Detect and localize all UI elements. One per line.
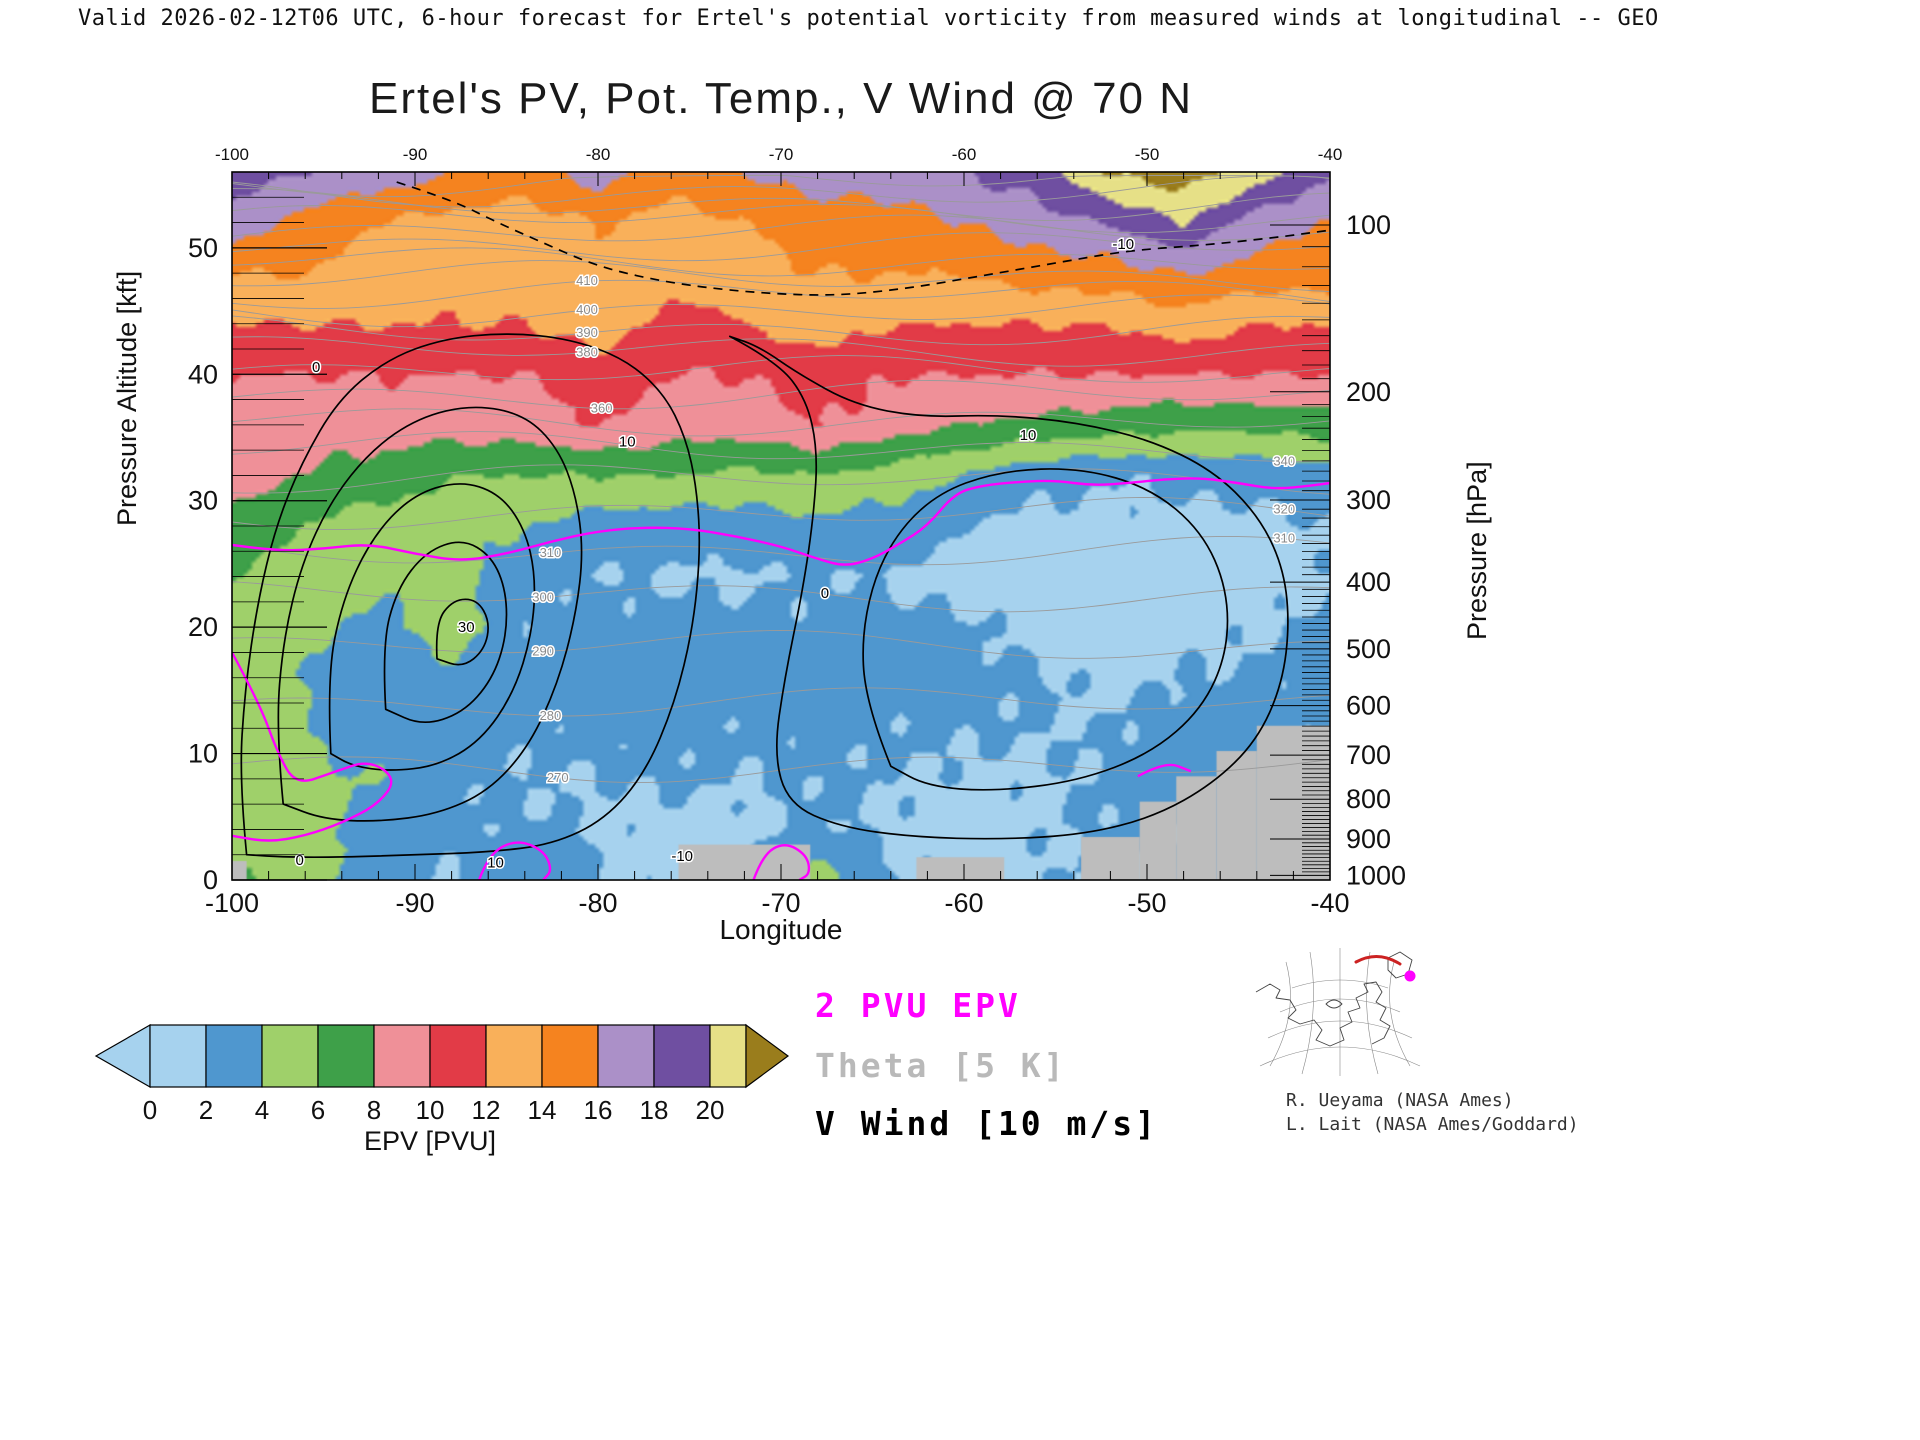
epv-colorbar	[94, 1023, 790, 1089]
legend-item-0: 2 PVU EPV	[815, 986, 1021, 1025]
y-axis-label-right: Pressure [hPa]	[1462, 461, 1492, 640]
svg-text:2: 2	[199, 1095, 213, 1125]
plot-frame	[231, 171, 1331, 881]
svg-text:700: 700	[1346, 740, 1391, 770]
svg-text:200: 200	[1346, 377, 1391, 407]
y-axis-label-left: Pressure Altitude [kft]	[112, 270, 142, 526]
legend-item-2: V Wind [10 m/s]	[815, 1104, 1159, 1143]
svg-text:10: 10	[188, 739, 218, 769]
svg-text:12: 12	[472, 1095, 501, 1125]
svg-text:0: 0	[312, 359, 320, 376]
epv-field-canvas	[232, 172, 1330, 880]
svg-text:390: 390	[576, 325, 598, 340]
svg-text:30: 30	[458, 619, 475, 636]
svg-text:0: 0	[203, 865, 218, 895]
inset-map	[1255, 948, 1421, 1076]
pv2-contour	[232, 477, 1330, 880]
svg-text:30: 30	[188, 486, 218, 516]
svg-text:280: 280	[540, 708, 562, 723]
svg-text:-50: -50	[1127, 888, 1166, 918]
credit-line-2: L. Lait (NASA Ames/Goddard)	[1286, 1114, 1579, 1135]
svg-text:6: 6	[311, 1095, 325, 1125]
svg-text:-40: -40	[1310, 888, 1349, 918]
svg-text:-50: -50	[1135, 145, 1160, 164]
svg-text:-100: -100	[205, 888, 259, 918]
svg-text:400: 400	[576, 302, 598, 317]
svg-text:600: 600	[1346, 691, 1391, 721]
svg-text:100: 100	[1346, 210, 1391, 240]
theta-contours	[232, 174, 1330, 783]
svg-text:-100: -100	[215, 145, 249, 164]
svg-text:20: 20	[188, 612, 218, 642]
svg-text:0: 0	[143, 1095, 157, 1125]
axis-ticks	[231, 171, 1331, 881]
colorbar-right-arrow	[745, 1023, 790, 1089]
svg-text:-90: -90	[403, 145, 428, 164]
svg-text:10: 10	[487, 854, 504, 871]
svg-text:-60: -60	[952, 145, 977, 164]
svg-text:20: 20	[696, 1095, 725, 1125]
svg-text:0: 0	[296, 852, 304, 869]
svg-text:-40: -40	[1318, 145, 1343, 164]
inset-flight-track	[1354, 955, 1402, 966]
svg-text:-70: -70	[761, 888, 800, 918]
credit-line-1: R. Ueyama (NASA Ames)	[1286, 1090, 1514, 1111]
colorbar-tick-labels: 0 2 4 6 8 10 12 14 16 18 20	[143, 1095, 725, 1125]
svg-text:300: 300	[532, 590, 554, 605]
svg-text:500: 500	[1346, 634, 1391, 664]
svg-text:14: 14	[528, 1095, 557, 1125]
svg-text:340: 340	[1273, 454, 1295, 469]
svg-text:-90: -90	[395, 888, 434, 918]
svg-text:-80: -80	[578, 888, 617, 918]
svg-text:400: 400	[1346, 567, 1391, 597]
svg-text:10: 10	[416, 1095, 445, 1125]
svg-text:0: 0	[821, 585, 829, 602]
legend-item-1: Theta [5 K]	[815, 1046, 1067, 1085]
svg-text:310: 310	[1273, 531, 1295, 546]
colorbar-left-arrow	[94, 1023, 151, 1089]
axis-tick-labels: -100-100-90-90-80-80-70-70-60-60-50-50-4…	[188, 145, 1406, 918]
svg-text:40: 40	[188, 359, 218, 389]
svg-text:800: 800	[1346, 784, 1391, 814]
svg-text:18: 18	[640, 1095, 669, 1125]
vwind-contours	[240, 181, 1330, 859]
svg-text:270: 270	[547, 770, 569, 785]
svg-text:-60: -60	[944, 888, 983, 918]
svg-text:10: 10	[1020, 427, 1037, 444]
svg-text:320: 320	[1273, 502, 1295, 517]
svg-text:-10: -10	[1112, 236, 1134, 253]
svg-text:4: 4	[255, 1095, 269, 1125]
svg-text:-10: -10	[671, 848, 693, 865]
inset-graticule	[1259, 948, 1421, 1076]
svg-text:410: 410	[576, 273, 598, 288]
svg-text:360: 360	[591, 401, 613, 416]
colorbar-label: EPV [PVU]	[363, 1126, 497, 1156]
svg-text:-80: -80	[586, 145, 611, 164]
valid-time-header: Valid 2026-02-12T06 UTC, 6-hour forecast…	[78, 6, 1659, 31]
svg-text:1000: 1000	[1346, 860, 1406, 890]
x-axis-label: Longitude	[719, 914, 843, 945]
svg-text:16: 16	[584, 1095, 613, 1125]
svg-text:290: 290	[532, 644, 554, 659]
svg-text:310: 310	[540, 545, 562, 560]
page-title: Ertel's PV, Pot. Temp., V Wind @ 70 N	[368, 74, 1194, 123]
svg-text:300: 300	[1346, 485, 1391, 515]
svg-text:380: 380	[576, 345, 598, 360]
svg-text:10: 10	[619, 433, 636, 450]
svg-text:8: 8	[367, 1095, 381, 1125]
svg-text:-70: -70	[769, 145, 794, 164]
svg-text:900: 900	[1346, 824, 1391, 854]
svg-text:50: 50	[188, 233, 218, 263]
inset-location-dot	[1404, 970, 1416, 982]
